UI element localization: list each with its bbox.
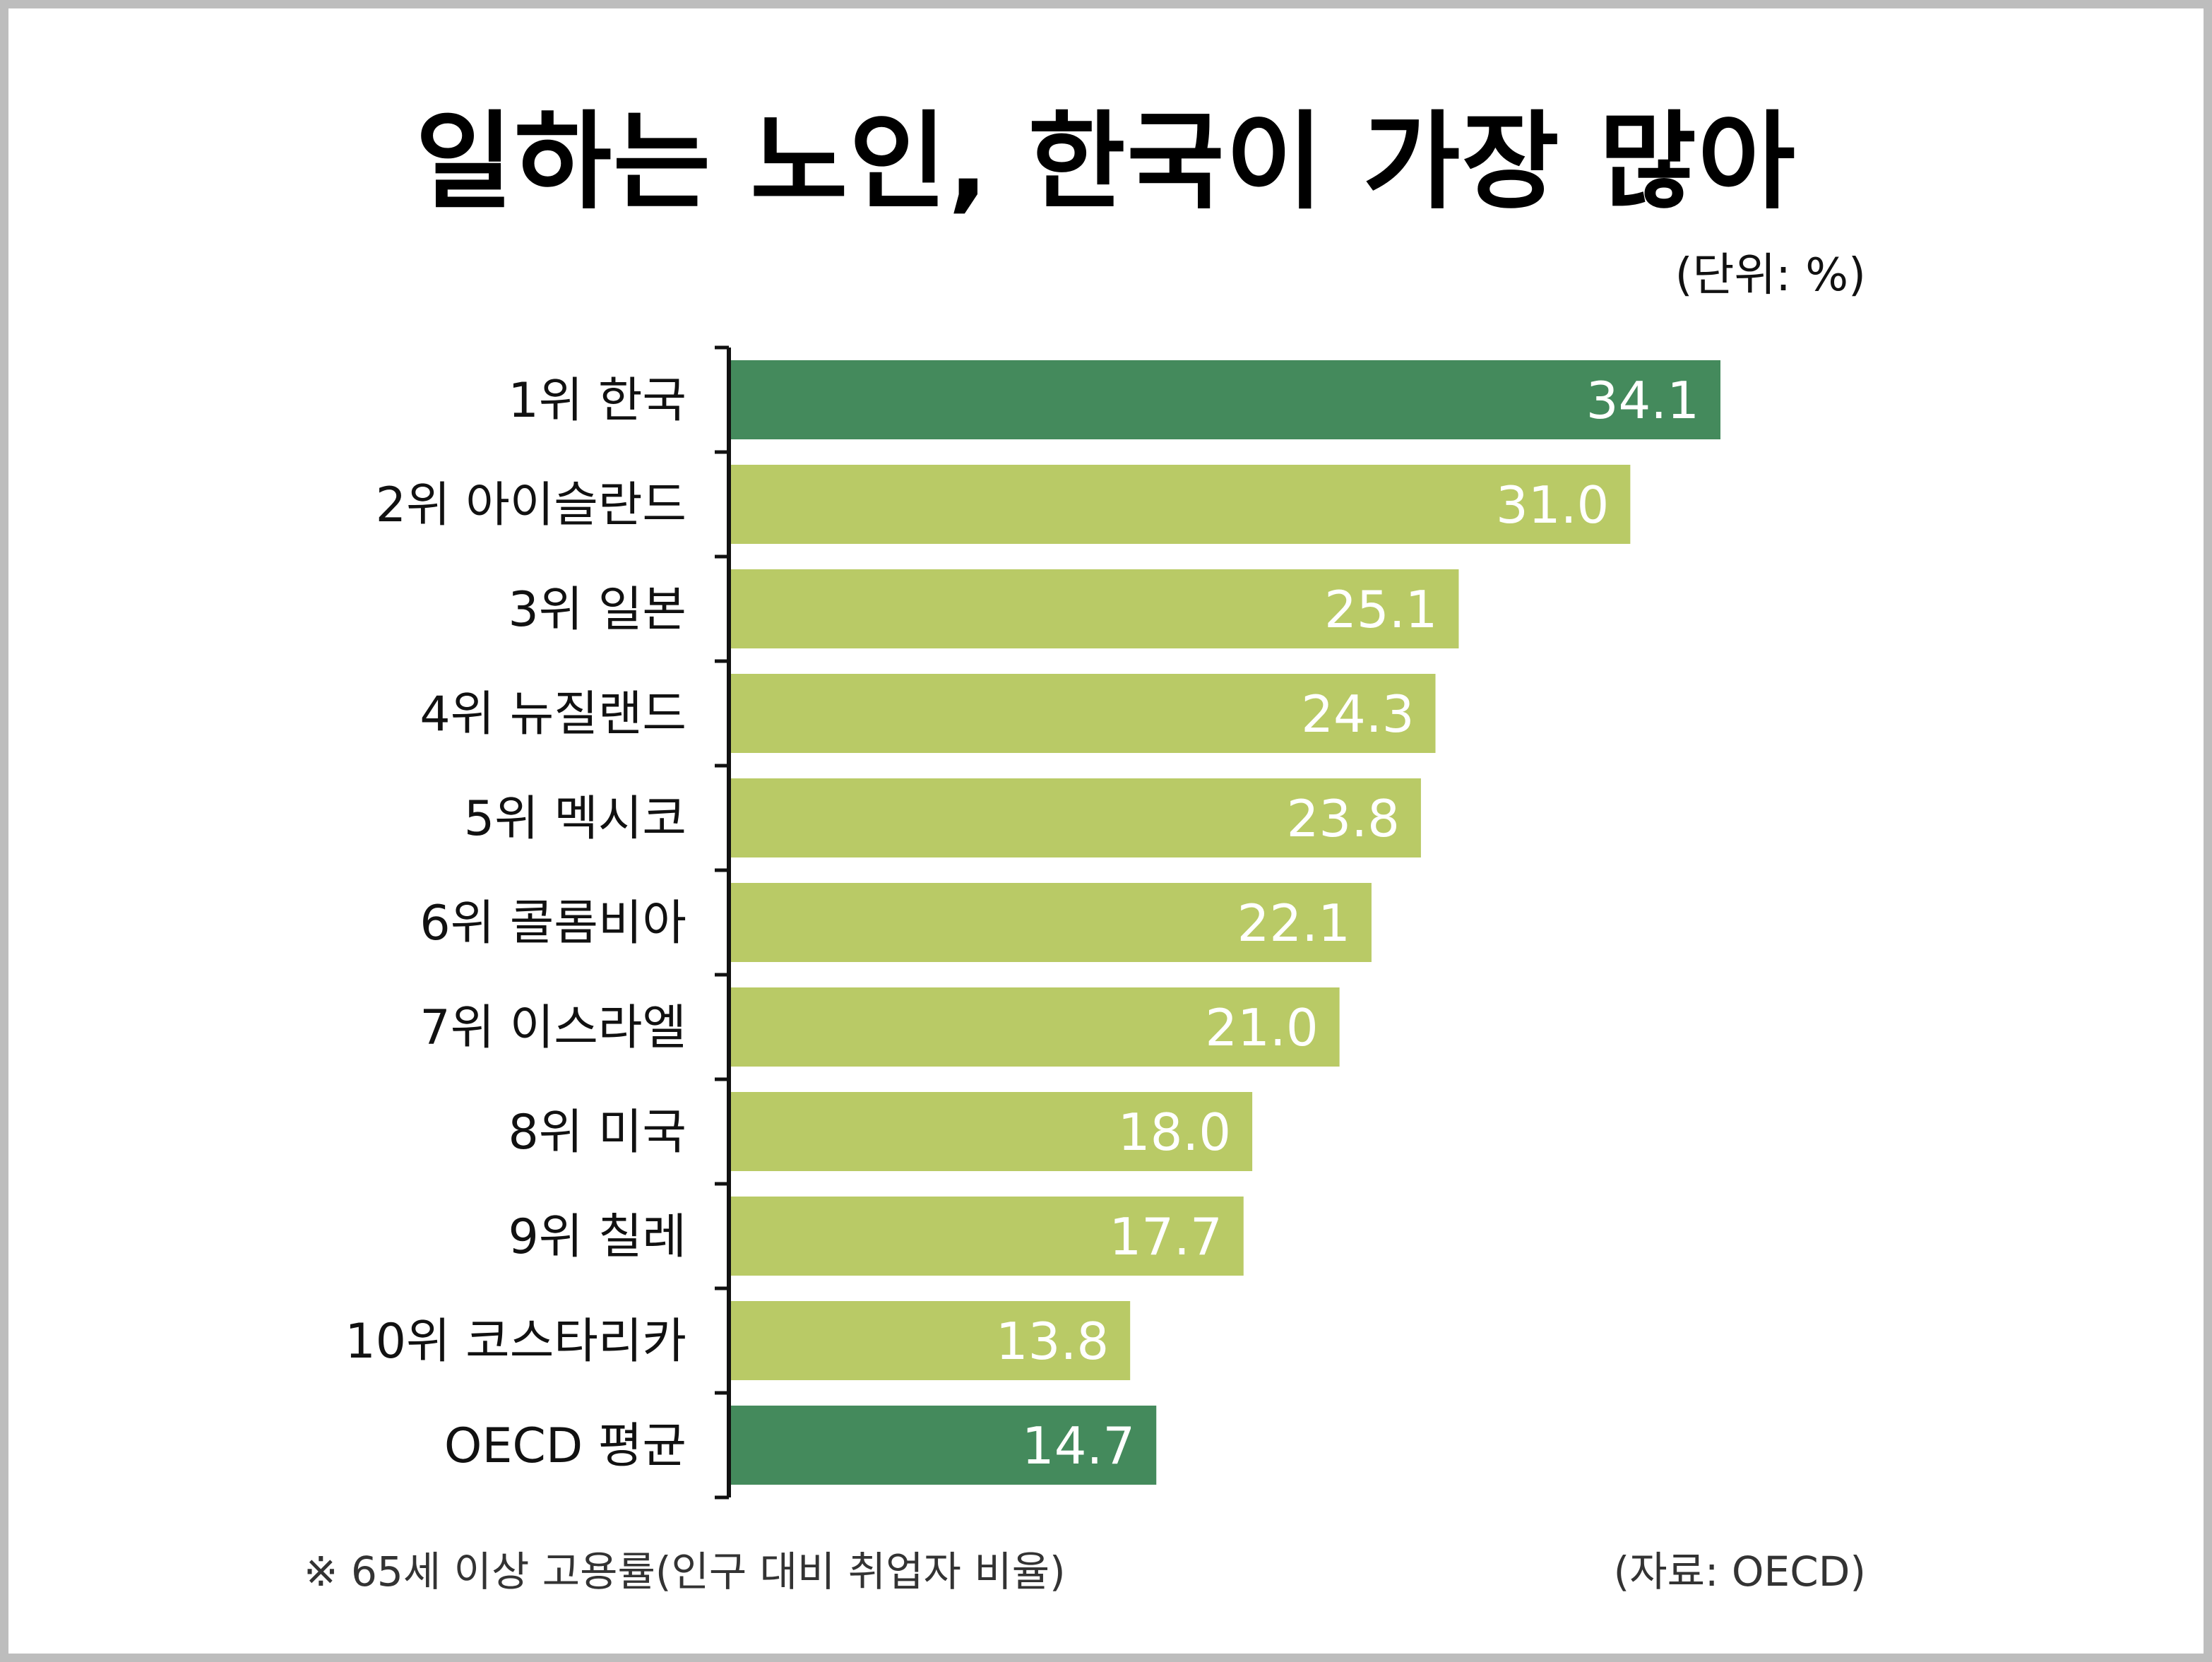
category-label: 8위 미국 [508,1105,686,1161]
bar [729,569,1459,648]
source-note: (자료: OECD) [1613,1548,1866,1596]
bar [729,987,1340,1067]
category-label: 1위 한국 [508,373,686,429]
category-label: OECD 평균 [444,1418,686,1474]
bar-value-label: 22.1 [1237,894,1350,953]
bar [729,1197,1244,1276]
bar [729,360,1720,439]
bar-value-label: 13.8 [996,1312,1109,1371]
bar-value-label: 18.0 [1118,1103,1231,1162]
category-label: 4위 뉴질랜드 [420,687,686,742]
bar-value-label: 21.0 [1205,998,1318,1057]
bar-value-label: 14.7 [1022,1416,1135,1476]
chart-title: 일하는 노인, 한국이 가장 많아 [415,101,1797,224]
bar-value-label: 31.0 [1496,475,1609,535]
bar [729,883,1372,962]
bar [729,778,1421,857]
bar-value-label: 24.3 [1301,684,1414,744]
bar [729,674,1436,753]
bar-value-label: 17.7 [1109,1207,1222,1266]
bar-value-label: 34.1 [1586,371,1699,430]
footnote: ※ 65세 이상 고용률(인구 대비 취업자 비율) [304,1548,1066,1596]
category-label: 5위 멕시코 [464,791,686,847]
unit-label: (단위: %) [1675,249,1866,302]
category-label: 7위 이스라엘 [420,1000,686,1056]
bar [729,465,1631,544]
bar [729,1092,1253,1171]
bar-value-label: 23.8 [1287,789,1400,848]
bar [729,1301,1131,1380]
category-label: 6위 콜롬비아 [420,896,686,951]
bar-value-label: 25.1 [1324,580,1437,639]
category-label: 3위 일본 [508,582,686,638]
category-label: 10위 코스타리카 [345,1314,686,1370]
bar [729,1406,1157,1485]
category-label: 9위 칠레 [508,1209,686,1265]
category-label: 2위 아이슬란드 [376,477,686,533]
